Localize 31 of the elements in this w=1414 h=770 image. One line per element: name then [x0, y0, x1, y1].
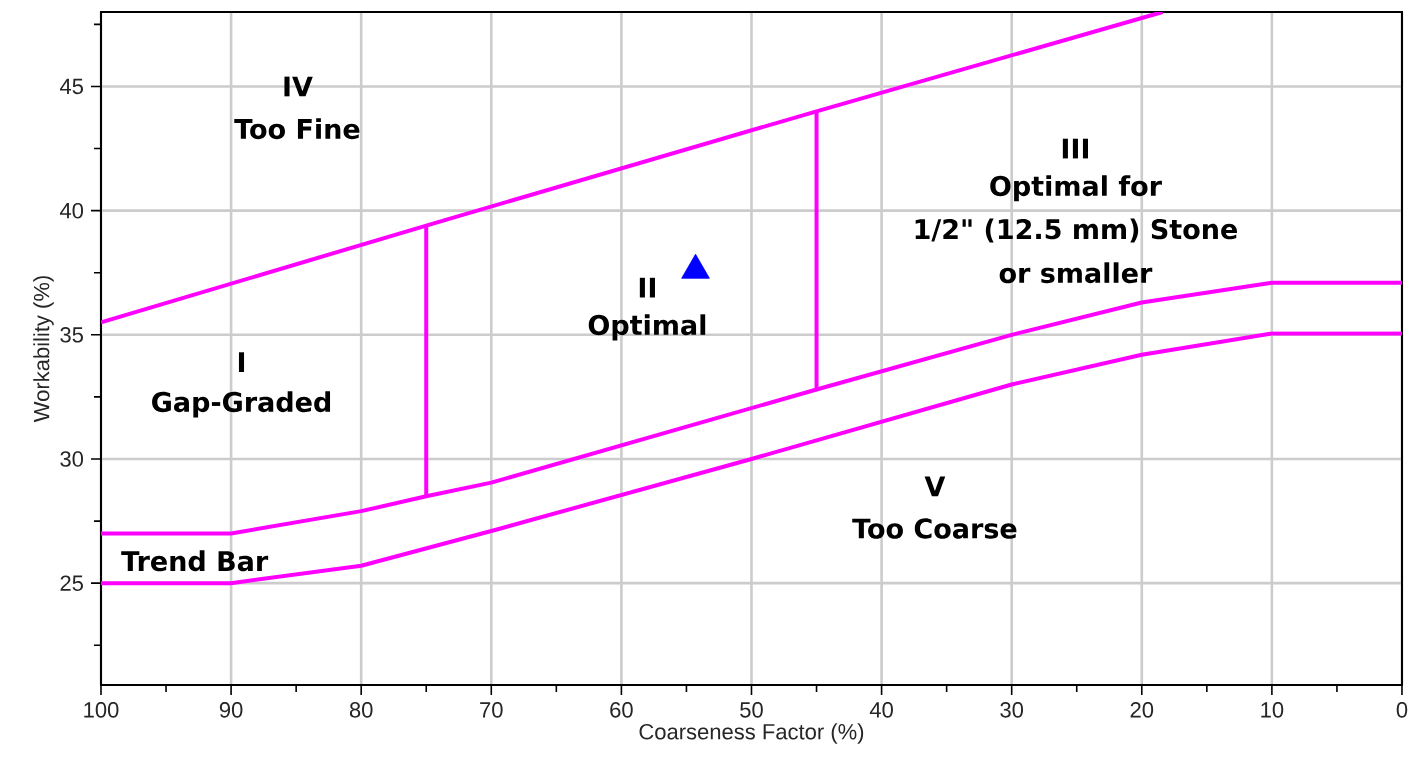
- annotation: Trend Bar: [121, 550, 269, 572]
- x-tick-label: 100: [84, 702, 119, 718]
- x-tick-label: 0: [1396, 702, 1408, 718]
- x-tick-label: 70: [480, 702, 503, 718]
- x-tick-label: 80: [349, 702, 373, 718]
- x-tick-label: 10: [1261, 702, 1284, 718]
- annotation: V: [924, 476, 946, 497]
- annotation: Too Coarse: [852, 518, 1017, 539]
- x-axis-title: Coarseness Factor (%): [639, 723, 864, 744]
- annotation: I: [238, 352, 245, 372]
- annotation: Gap-Graded: [152, 391, 331, 418]
- x-tick-label: 90: [219, 702, 243, 718]
- annotation: 1/2" (12.5 mm) Stone: [915, 218, 1237, 243]
- annotation: Optimal: [588, 314, 706, 341]
- y-tick-label: 35: [60, 327, 83, 343]
- annotation: Optimal for: [990, 175, 1162, 202]
- annotation: or smaller: [999, 262, 1153, 284]
- y-tick-label: 30: [60, 451, 84, 467]
- annotation: II: [639, 277, 655, 298]
- x-tick-label: 60: [610, 702, 633, 718]
- y-tick-label: 45: [59, 78, 83, 95]
- x-tick-label: 50: [740, 702, 763, 718]
- x-tick-label: 30: [1000, 702, 1024, 718]
- annotation: IV: [284, 76, 313, 97]
- annotation: III: [1062, 138, 1089, 159]
- y-tick-label: 40: [59, 202, 84, 219]
- x-tick-label: 40: [869, 702, 893, 718]
- x-tick-label: 20: [1130, 702, 1154, 718]
- y-tick-label: 25: [60, 575, 83, 591]
- y-axis-title: Workability (%): [33, 276, 54, 423]
- annotation: Too Fine: [234, 118, 360, 140]
